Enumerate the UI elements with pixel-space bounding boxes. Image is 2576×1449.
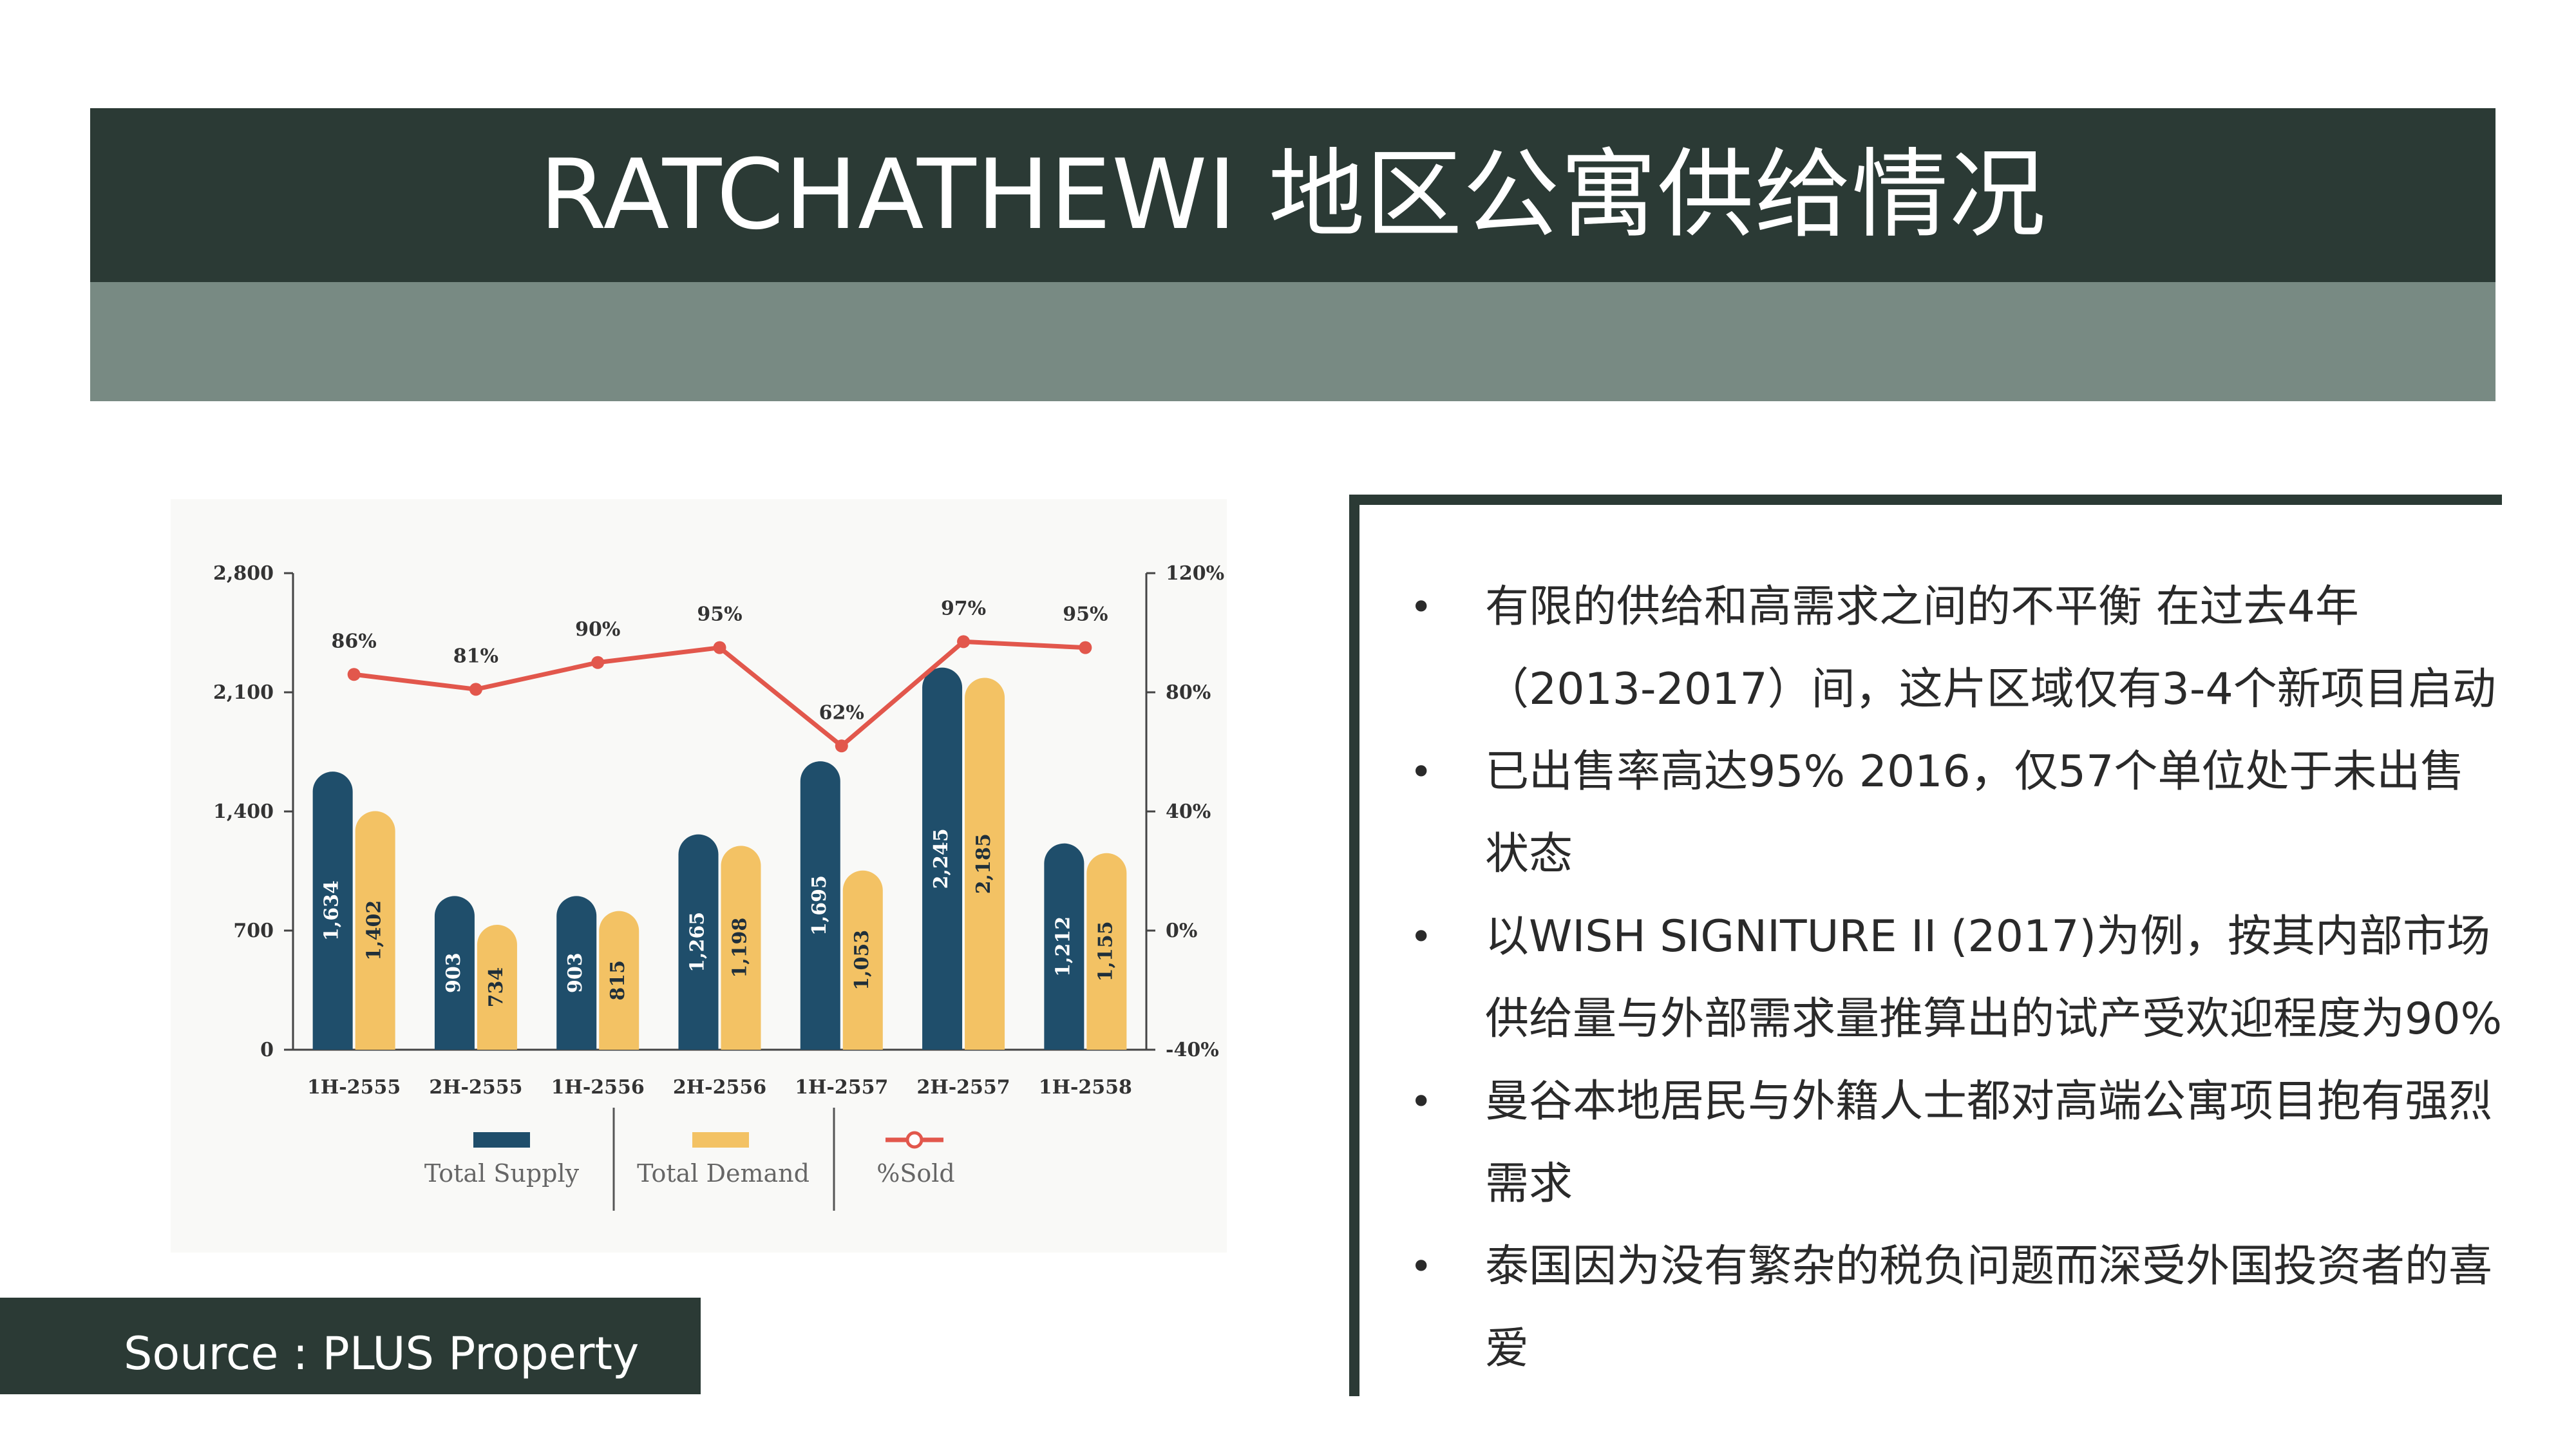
sold-point — [1079, 641, 1092, 654]
bullet-dot-icon: • — [1410, 750, 1433, 795]
supply-bar — [800, 761, 840, 1050]
bullet-text: 有限的供给和高需求之间的不平衡 在过去4年（2013-2017）间，这片区域仅有… — [1485, 582, 2496, 715]
sold-value-label: 81% — [453, 645, 498, 667]
chart-panel: 0 700 1,400 2,100 2,800 -40% 0% 40% 80% 120% 1,634… — [171, 499, 1227, 1253]
legend-supply-swatch — [473, 1132, 530, 1148]
demand-value-label: 1,198 — [729, 918, 752, 978]
legend-demand-swatch — [692, 1132, 749, 1148]
bullet-text: 已出售率高达95% 2016，仅57个单位处于未出售状态 — [1485, 746, 2465, 880]
sold-point — [347, 668, 361, 681]
sold-value-label: 86% — [332, 630, 377, 652]
legend-demand-label: Total Demand — [637, 1159, 810, 1188]
sold-point — [469, 683, 482, 696]
bullet-item: • 曼谷本地居民与外籍人士都对高端公寓项目抱有强烈需求 — [1359, 1061, 2512, 1226]
supply-bar — [434, 896, 475, 1050]
demand-value-label: 1,053 — [851, 930, 873, 990]
header-subband — [90, 282, 2496, 401]
left-tick-label: 2,100 — [213, 681, 274, 704]
bullet-text: 曼谷本地居民与外籍人士都对高端公寓项目抱有强烈需求 — [1485, 1076, 2493, 1209]
bullet-dot-icon: • — [1410, 914, 1433, 960]
demand-value-label: 2,185 — [972, 833, 995, 894]
legend-sold-marker — [905, 1131, 923, 1149]
x-tick-label: 1H-2555 — [307, 1076, 401, 1099]
bullet-panel: • 有限的供给和高需求之间的不平衡 在过去4年（2013-2017）间，这片区域仅… — [1349, 495, 2502, 1396]
right-tick-label: 120% — [1166, 562, 1224, 585]
legend-supply-label: Total Supply — [424, 1159, 580, 1188]
bullet-dot-icon: • — [1410, 1079, 1433, 1124]
demand-bar — [721, 846, 761, 1050]
demand-bar — [965, 677, 1005, 1050]
supply-demand-chart: 0 700 1,400 2,100 2,800 -40% 0% 40% 80% 120% 1,634… — [213, 562, 1224, 1211]
left-tick-label: 0 — [260, 1039, 274, 1061]
source-box: Source : PLUS Property — [0, 1298, 701, 1394]
supply-value-label: 903 — [564, 952, 587, 993]
bullet-text: 以WISH SIGNITURE II (2017)为例，按其内部市场供给量与外部… — [1485, 911, 2503, 1045]
supply-value-label: 903 — [442, 952, 465, 993]
x-tick-label: 1H-2557 — [795, 1076, 888, 1099]
sold-value-label: 97% — [941, 597, 986, 620]
x-tick-label: 2H-2557 — [916, 1076, 1010, 1099]
sold-value-label: 95% — [697, 603, 742, 626]
sold-point — [713, 641, 726, 654]
bullet-list: • 有限的供给和高需求之间的不平衡 在过去4年（2013-2017）间，这片区域仅… — [1359, 566, 2512, 1390]
right-tick-label: -40% — [1166, 1039, 1219, 1061]
supply-value-label: 1,695 — [808, 875, 831, 936]
source-label: Source : PLUS Property — [124, 1327, 639, 1380]
bullet-item: • 以WISH SIGNITURE II (2017)为例，按其内部市场供给量与外… — [1359, 896, 2512, 1061]
demand-value-label: 1,402 — [363, 900, 386, 961]
sold-point — [591, 656, 605, 669]
sold-point — [957, 635, 971, 649]
supply-bar — [556, 896, 597, 1050]
supply-bar — [1044, 843, 1084, 1050]
demand-bar — [599, 911, 639, 1050]
demand-value-label: 734 — [485, 967, 507, 1008]
legend-sold-label: %Sold — [876, 1159, 955, 1188]
bullet-item: • 已出售率高达95% 2016，仅57个单位处于未出售状态 — [1359, 731, 2512, 896]
supply-bar — [678, 834, 719, 1050]
x-tick-label: 1H-2558 — [1039, 1076, 1132, 1099]
bullet-item: • 有限的供给和高需求之间的不平衡 在过去4年（2013-2017）间，这片区域仅… — [1359, 566, 2512, 731]
demand-bar — [1086, 853, 1127, 1050]
supply-bar — [312, 772, 353, 1050]
right-tick-label: 40% — [1166, 800, 1211, 823]
sold-point — [835, 739, 848, 753]
title-band: RATCHATHEWI 地区公寓供给情况 — [90, 108, 2496, 282]
demand-bar — [355, 811, 395, 1050]
supply-value-label: 1,634 — [321, 880, 343, 941]
demand-bar — [477, 925, 517, 1050]
supply-bar — [922, 667, 963, 1050]
x-tick-label: 2H-2555 — [429, 1076, 522, 1099]
bullet-dot-icon: • — [1410, 585, 1433, 630]
sold-value-label: 95% — [1063, 603, 1108, 626]
bullet-item: • 泰国因为没有繁杂的税负问题而深受外国投资者的喜爱 — [1359, 1226, 2512, 1390]
right-tick-label: 0% — [1166, 920, 1197, 942]
sold-value-label: 90% — [575, 618, 620, 641]
slide-title: RATCHATHEWI 地区公寓供给情况 — [539, 139, 2047, 251]
bullet-text: 泰国因为没有繁杂的税负问题而深受外国投资者的喜爱 — [1485, 1241, 2493, 1374]
x-tick-label: 1H-2556 — [551, 1076, 645, 1099]
left-tick-label: 2,800 — [213, 562, 274, 585]
supply-value-label: 1,212 — [1052, 916, 1074, 977]
x-tick-label: 2H-2556 — [673, 1076, 766, 1099]
demand-value-label: 815 — [607, 960, 629, 1001]
demand-value-label: 1,155 — [1094, 921, 1117, 981]
right-tick-label: 80% — [1166, 681, 1211, 704]
left-tick-label: 1,400 — [213, 800, 274, 823]
supply-value-label: 1,265 — [687, 912, 709, 972]
left-tick-label: 700 — [233, 920, 274, 942]
sold-value-label: 62% — [819, 701, 864, 724]
bullet-dot-icon: • — [1410, 1244, 1433, 1289]
demand-bar — [842, 870, 883, 1050]
supply-value-label: 2,245 — [930, 828, 952, 889]
